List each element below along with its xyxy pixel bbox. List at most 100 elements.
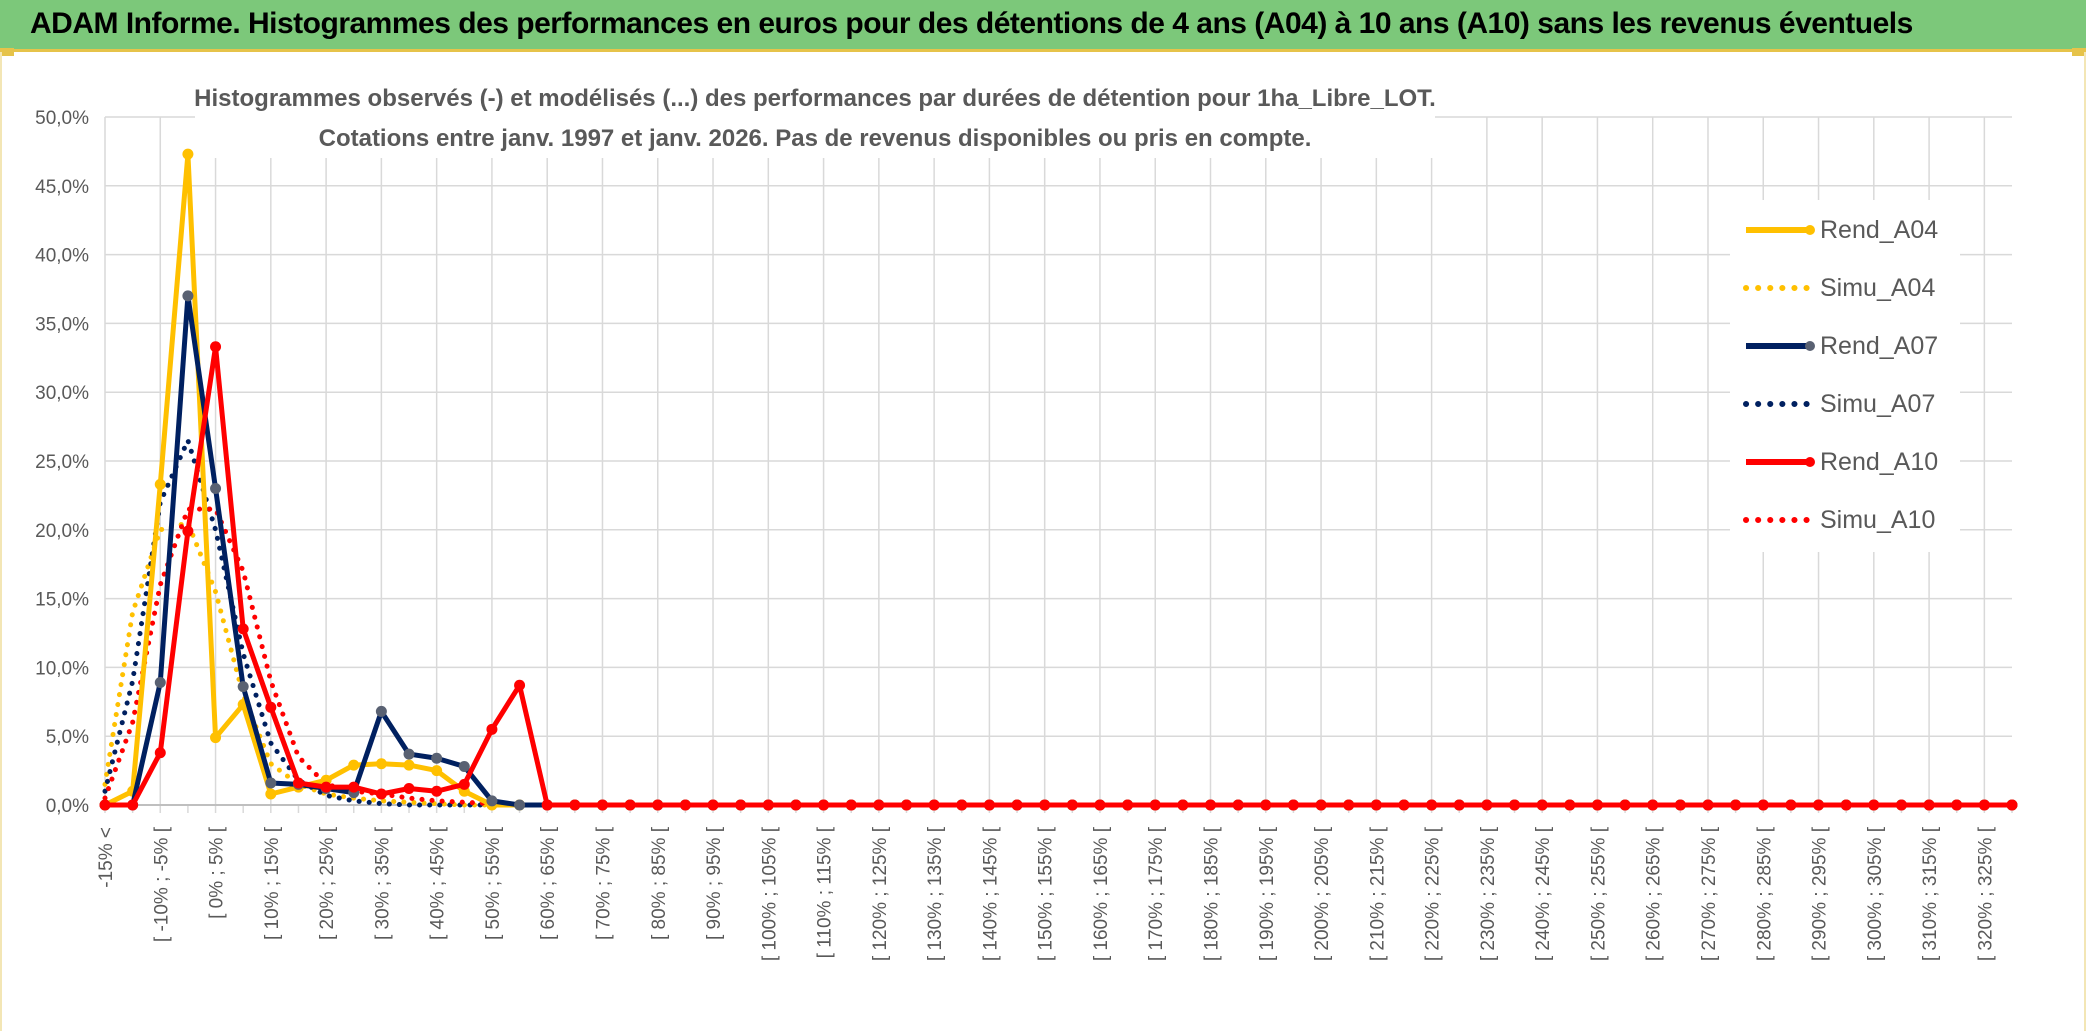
x-tick-label: [ 260% ; 265% [ (1644, 826, 1665, 961)
data-point-rend-a10 (458, 778, 470, 790)
legend-item-simu-a10: Simu_A10 (1742, 500, 1962, 540)
legend-item-rend-a10: Rend_A10 (1742, 442, 1962, 482)
data-point-rend-a10 (210, 341, 222, 353)
data-point-rend-a04 (375, 758, 387, 770)
report-title: ADAM Informe. Histogrammes des performan… (30, 7, 1913, 40)
data-point-rend-a10 (403, 782, 415, 794)
data-point-rend-a10 (1011, 799, 1023, 811)
data-point-rend-a10 (1730, 799, 1742, 811)
data-point-rend-a10 (1149, 799, 1161, 811)
chart-title-background (195, 74, 1435, 158)
data-point-rend-a10 (265, 701, 277, 713)
data-point-rend-a04 (210, 732, 222, 744)
y-tick-label: 35,0% (35, 314, 89, 335)
grid-layer (104, 116, 2012, 806)
y-tick-label: 25,0% (35, 452, 89, 473)
data-point-rend-a10 (127, 799, 139, 811)
data-point-rend-a10 (431, 785, 443, 797)
x-tick-label: [ 220% ; 225% [ (1423, 826, 1444, 961)
data-point-rend-a10 (1840, 799, 1852, 811)
corner-accent-right (2072, 48, 2086, 56)
data-point-rend-a10 (596, 799, 608, 811)
data-point-rend-a10 (1785, 799, 1797, 811)
data-point-rend-a10 (1951, 799, 1963, 811)
data-point-rend-a07 (265, 777, 277, 789)
data-point-rend-a10 (1647, 799, 1659, 811)
x-tick-label: [ 160% ; 165% [ (1091, 826, 1112, 961)
series-simu-a10 (102, 506, 578, 808)
data-point-rend-a10 (790, 799, 802, 811)
x-tick-label: [ 120% ; 125% [ (870, 826, 891, 961)
data-point-rend-a10 (375, 788, 387, 800)
data-point-rend-a10 (1509, 799, 1521, 811)
legend-swatch-icon (1743, 285, 1815, 291)
data-point-rend-a10 (845, 799, 857, 811)
data-point-rend-a10 (1978, 799, 1990, 811)
data-point-rend-a10 (1370, 799, 1382, 811)
data-point-rend-a10 (1481, 799, 1493, 811)
corner-accent-left (0, 48, 14, 56)
data-point-rend-a10 (182, 525, 194, 537)
legend-label: Simu_A04 (1820, 274, 1936, 302)
chart-legend: Rend_A04 Simu_A04 Rend_A07 Simu_A07 (1730, 200, 1960, 552)
data-point-rend-a10 (1591, 799, 1603, 811)
series-line-rend-a04 (103, 151, 2012, 808)
series-simu-a04 (102, 520, 550, 808)
data-point-rend-a10 (900, 799, 912, 811)
data-point-rend-a10 (1122, 799, 1134, 811)
series-layer (99, 148, 2018, 811)
legend-swatch-icon (1743, 517, 1815, 523)
legend-label: Simu_A07 (1820, 390, 1936, 418)
data-point-rend-a10 (624, 799, 636, 811)
x-tick-label: [ 110% ; 115% [ (815, 826, 836, 958)
legend-label: Rend_A04 (1820, 216, 1939, 244)
data-point-rend-a10 (1895, 799, 1907, 811)
data-point-rend-a10 (1757, 799, 1769, 811)
x-tick-label: [ 100% ; 105% [ (759, 826, 780, 961)
x-tick-label: [ 250% ; 255% [ (1588, 826, 1609, 961)
data-point-rend-a10 (486, 723, 498, 735)
data-point-rend-a10 (652, 799, 664, 811)
data-point-rend-a10 (1426, 799, 1438, 811)
x-tick-label: [ 320% ; 325% [ (1975, 826, 1996, 961)
x-tick-label: [ -10% ; -5% [ (151, 826, 172, 942)
data-point-rend-a10 (873, 799, 885, 811)
data-point-rend-a10 (1536, 799, 1548, 811)
data-point-rend-a10 (1813, 799, 1825, 811)
legend-swatch-icon (1743, 401, 1815, 407)
report-banner: ADAM Informe. Histogrammes des performan… (0, 0, 2086, 52)
x-tick-label: [ 130% ; 135% [ (925, 826, 946, 961)
legend-swatch-icon (1746, 341, 1815, 351)
data-point-rend-a10 (928, 799, 940, 811)
x-tick-label: [ 40% ; 45% [ (428, 826, 449, 940)
data-point-rend-a10 (348, 781, 360, 793)
data-point-rend-a04 (348, 759, 360, 771)
data-point-rend-a10 (569, 799, 581, 811)
data-point-rend-a04 (403, 759, 415, 771)
series-line-simu-a10 (102, 506, 578, 808)
data-point-rend-a10 (983, 799, 995, 811)
data-point-rend-a07 (486, 795, 498, 807)
data-point-rend-a07 (431, 752, 443, 764)
data-point-rend-a10 (1868, 799, 1880, 811)
x-tick-label: [ 90% ; 95% [ (704, 826, 725, 940)
series-rend-a10 (99, 341, 2018, 811)
legend-label: Rend_A10 (1820, 448, 1939, 476)
y-tick-label: 20,0% (35, 521, 89, 542)
data-point-rend-a10 (237, 623, 249, 635)
x-tick-label: [ 20% ; 25% [ (317, 826, 338, 940)
x-tick-label: [ 170% ; 175% [ (1146, 826, 1167, 961)
x-tick-label: [ 80% ; 85% [ (649, 826, 670, 940)
data-point-rend-a07 (403, 748, 415, 760)
data-point-rend-a10 (762, 799, 774, 811)
x-tick-label: [ 300% ; 305% [ (1865, 826, 1886, 961)
y-tick-label: 45,0% (35, 177, 89, 198)
series-line-simu-a04 (102, 520, 550, 808)
data-point-rend-a10 (818, 799, 830, 811)
data-point-rend-a04 (265, 788, 277, 800)
data-point-rend-a10 (1094, 799, 1106, 811)
legend-swatch-icon (1746, 225, 1815, 235)
data-point-rend-a04 (431, 765, 443, 777)
